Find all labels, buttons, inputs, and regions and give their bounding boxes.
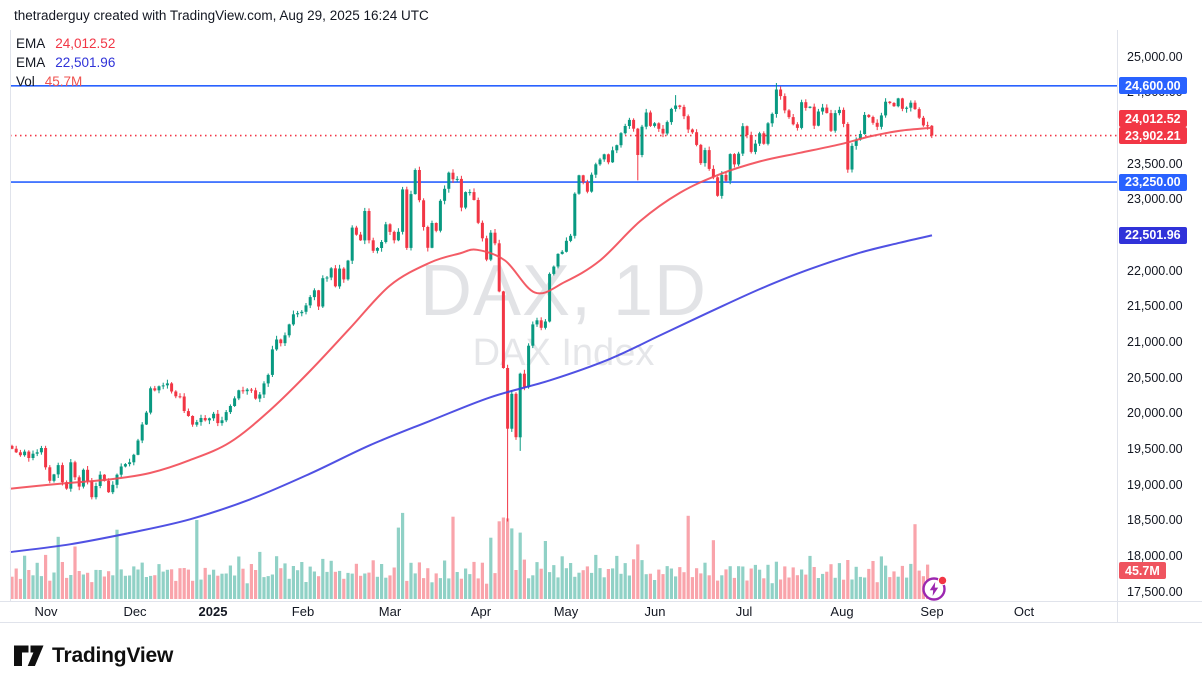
price-tick-label: 25,000.00 bbox=[1127, 49, 1183, 64]
indicator-legend: EMA 24,012.52 EMA 22,501.96 Vol 45.7M bbox=[16, 34, 115, 91]
legend-ema-slow-label: EMA bbox=[16, 55, 46, 70]
widget-bottom-border bbox=[0, 622, 1202, 623]
time-tick-label: May bbox=[553, 604, 579, 619]
price-label-badge: 45.7M bbox=[1119, 562, 1166, 580]
legend-volume[interactable]: Vol 45.7M bbox=[16, 72, 115, 91]
legend-ema-fast-value: 24,012.52 bbox=[55, 36, 116, 51]
price-tick-label: 20,000.00 bbox=[1127, 406, 1183, 421]
price-tick-label: 21,000.00 bbox=[1127, 335, 1183, 349]
time-axis-separator bbox=[0, 601, 1202, 602]
price-tick-label: 20,500.00 bbox=[1127, 370, 1183, 385]
price-tick-label: 21,500.00 bbox=[1127, 299, 1183, 314]
tradingview-logo-text: TradingView bbox=[52, 644, 174, 667]
time-tick-label: Nov bbox=[34, 604, 58, 619]
time-tick-label: Aug bbox=[830, 604, 854, 619]
price-axis-separator bbox=[1117, 30, 1118, 622]
time-tick-label: Jul bbox=[735, 604, 753, 619]
legend-ema-fast-label: EMA bbox=[16, 36, 46, 51]
legend-ema-fast[interactable]: EMA 24,012.52 bbox=[16, 34, 115, 53]
time-tick-label: Dec bbox=[123, 604, 147, 619]
time-tick-label: Oct bbox=[1013, 604, 1035, 619]
price-tick-label: 18,500.00 bbox=[1127, 513, 1183, 528]
legend-volume-label: Vol bbox=[16, 74, 35, 89]
price-tick-label: 23,000.00 bbox=[1127, 192, 1183, 207]
time-tick-label: Feb bbox=[291, 604, 315, 619]
flash-event-icon[interactable] bbox=[919, 574, 951, 606]
tradingview-logo[interactable]: TradingView bbox=[14, 643, 173, 669]
price-label-badge: 24,012.52 bbox=[1119, 110, 1187, 128]
price-label-badge: 23,902.21 bbox=[1119, 127, 1187, 145]
time-tick-label: Sep bbox=[920, 604, 944, 619]
time-tick-label: Apr bbox=[470, 604, 492, 619]
attribution-text: thetraderguy created with TradingView.co… bbox=[14, 8, 429, 23]
time-tick-label: 2025 bbox=[198, 604, 228, 619]
legend-ema-slow-value: 22,501.96 bbox=[55, 55, 116, 70]
legend-ema-slow[interactable]: EMA 22,501.96 bbox=[16, 53, 115, 72]
price-label-badge: 24,600.00 bbox=[1119, 77, 1187, 95]
legend-volume-value: 45.7M bbox=[44, 74, 83, 89]
pane-left-border bbox=[10, 30, 11, 601]
price-tick-label: 18,000.00 bbox=[1127, 548, 1183, 563]
price-tick-label: 19,500.00 bbox=[1127, 441, 1183, 456]
price-label-badge: 23,250.00 bbox=[1119, 173, 1187, 191]
price-tick-label: 23,500.00 bbox=[1127, 156, 1183, 171]
time-tick-label: Mar bbox=[378, 604, 402, 619]
price-tick-label: 22,000.00 bbox=[1127, 263, 1183, 278]
time-tick-label: Jun bbox=[644, 604, 666, 619]
price-tick-label: 17,500.00 bbox=[1127, 584, 1183, 599]
price-label-badge: 22,501.96 bbox=[1119, 226, 1187, 244]
price-tick-label: 19,000.00 bbox=[1127, 477, 1183, 492]
tradingview-logo-glyph bbox=[14, 645, 44, 666]
